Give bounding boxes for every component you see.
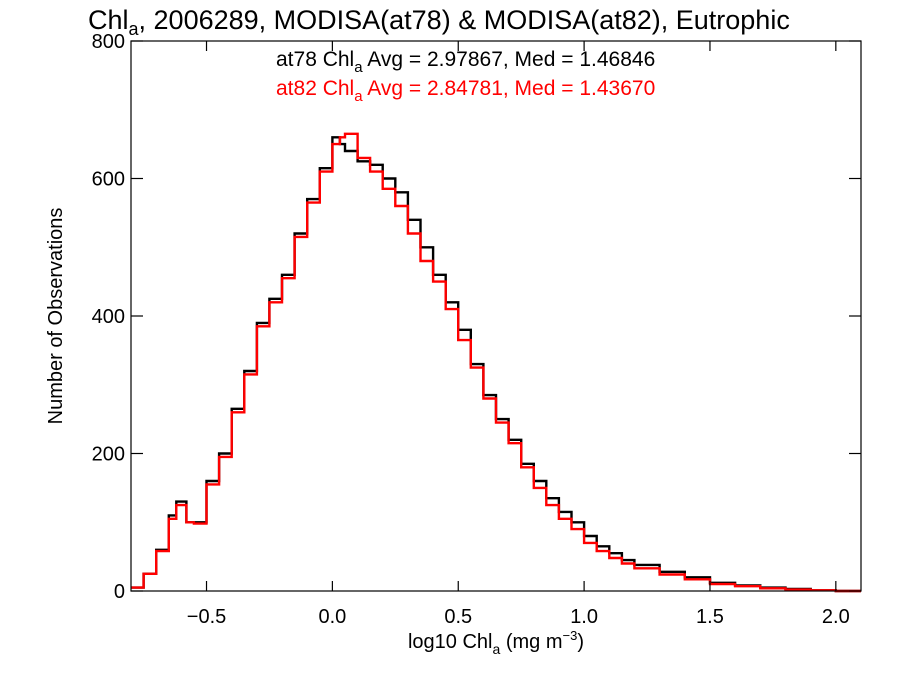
x-tick-label: 0.5 <box>444 606 472 628</box>
x-tick-label: 0.0 <box>318 606 346 628</box>
series-at78-line <box>131 136 861 593</box>
plot-frame <box>130 40 862 592</box>
y-tick-label: 200 <box>92 444 125 466</box>
y-tick-label: 400 <box>92 306 125 328</box>
series-layer <box>131 132 861 593</box>
x-tick-label: −0.5 <box>187 606 226 628</box>
x-tick-label: 1.5 <box>696 606 724 628</box>
y-tick-label: 600 <box>92 169 125 191</box>
annotation-at78: at78 Chla Avg = 2.97867, Med = 1.46846 <box>276 48 655 76</box>
chart-title: Chla, 2006289, MODISA(at78) & MODISA(at8… <box>88 5 790 39</box>
x-axis: −0.5 0.0 0.5 1.0 1.5 2.0 <box>187 41 850 628</box>
x-tick-label: 1.0 <box>570 606 598 628</box>
series-at82-line <box>131 132 861 593</box>
x-axis-label: log10 Chla (mg m−3) <box>408 628 584 657</box>
y-axis: 0 200 400 600 800 <box>92 31 861 603</box>
x-tick-label: 2.0 <box>822 606 850 628</box>
y-tick-label: 0 <box>114 581 125 603</box>
y-tick-label: 800 <box>92 31 125 53</box>
annotation-at82: at82 Chla Avg = 2.84781, Med = 1.43670 <box>276 77 655 105</box>
y-axis-label: Number of Observations <box>45 208 67 425</box>
